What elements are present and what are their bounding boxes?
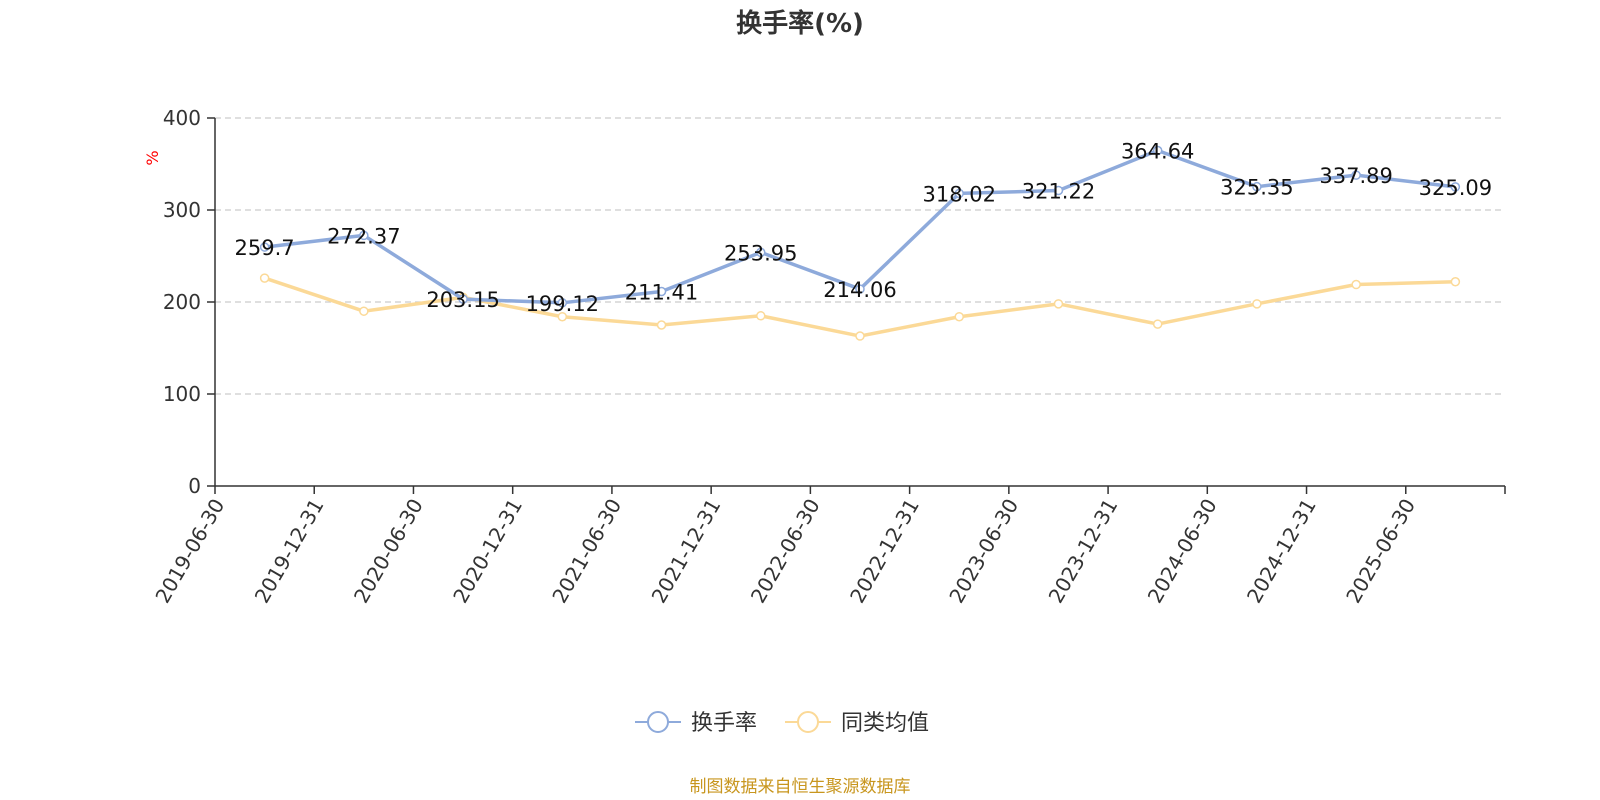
series-lines	[259, 145, 1461, 341]
data-point	[458, 294, 468, 304]
data-point	[359, 230, 369, 241]
data-point	[557, 311, 568, 322]
data-point	[656, 320, 667, 330]
data-label: 253.95	[724, 241, 797, 265]
data-point	[1252, 181, 1262, 192]
y-axis-label: %	[143, 150, 162, 165]
x-tick-label: 2024-06-30	[1143, 495, 1222, 608]
data-point	[656, 286, 667, 297]
x-tick-label: 2023-12-31	[1044, 495, 1123, 608]
data-label: 321.22	[1022, 179, 1095, 203]
data-point	[954, 188, 964, 199]
x-tick-label: 2023-06-30	[944, 495, 1023, 608]
x-tick-label: 2020-06-30	[349, 495, 428, 608]
source-note: 制图数据来自恒生聚源数据库	[690, 777, 911, 797]
data-label: 211.41	[625, 281, 698, 305]
data-point	[756, 311, 766, 321]
x-tick-label: 2019-06-30	[150, 495, 229, 608]
data-point	[1351, 279, 1361, 290]
data-point	[259, 273, 270, 283]
data-point	[1053, 299, 1064, 309]
y-tick-label: 200	[163, 290, 201, 314]
data-point	[756, 247, 766, 258]
data-point	[1252, 299, 1262, 309]
data-point	[855, 331, 865, 341]
y-tick-label: 300	[163, 198, 201, 222]
data-point	[557, 298, 568, 308]
y-tick-label: 100	[163, 382, 201, 406]
data-point	[359, 306, 369, 316]
data-label: 337.89	[1319, 164, 1392, 188]
y-tick-label: 400	[163, 106, 201, 130]
data-label: 214.06	[823, 278, 896, 302]
x-tick-label: 2021-12-31	[647, 495, 726, 608]
x-tick-label: 2019-12-31	[250, 495, 329, 608]
data-point	[1351, 170, 1361, 180]
data-point	[1450, 182, 1461, 192]
data-label: 325.35	[1220, 176, 1293, 200]
legend-label: 同类均值	[841, 711, 929, 736]
data-label: 272.37	[327, 224, 400, 248]
data-label: 364.64	[1121, 140, 1194, 164]
data-label: 325.09	[1419, 176, 1492, 200]
data-label: 203.15	[426, 288, 499, 312]
legend[interactable]: 换手率 同类均值	[635, 711, 929, 736]
x-tick-label: 2020-12-31	[448, 495, 527, 608]
legend-item-1[interactable]: 同类均值	[785, 711, 929, 736]
data-point	[1152, 319, 1163, 329]
data-point	[1053, 185, 1064, 196]
data-label: 199.12	[526, 292, 599, 316]
data-point	[1450, 277, 1461, 287]
chart-title: 换手率(%)	[736, 8, 864, 39]
legend-marker	[647, 711, 669, 733]
data-point	[1152, 145, 1163, 156]
data-point	[855, 284, 865, 294]
data-label: 259.7	[235, 236, 295, 260]
x-tick-label: 2024-12-31	[1242, 495, 1321, 608]
data-point	[954, 311, 964, 322]
x-tick-label: 2022-06-30	[746, 495, 825, 608]
y-tick-label: 0	[188, 474, 201, 498]
legend-item-0[interactable]: 换手率	[635, 711, 757, 736]
grid-lines	[215, 117, 1505, 395]
data-point	[259, 242, 270, 252]
data-labels: 259.7 272.37 203.15 199.12 211.41 253.95 214.0…	[235, 140, 1493, 316]
x-tick-label: 2022-12-31	[845, 495, 924, 608]
legend-marker	[797, 711, 819, 733]
legend-label: 换手率	[691, 711, 757, 736]
x-tick-label: 2025-06-30	[1341, 495, 1420, 608]
x-tick-label: 2021-06-30	[547, 495, 626, 608]
data-label: 318.02	[922, 182, 995, 206]
